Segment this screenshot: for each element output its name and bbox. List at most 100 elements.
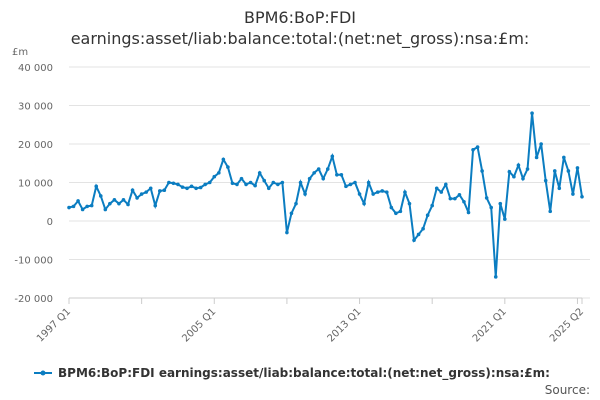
data-point xyxy=(412,238,416,243)
data-point xyxy=(325,167,330,171)
data-point xyxy=(421,226,425,231)
data-point xyxy=(566,169,571,173)
data-point xyxy=(303,192,307,196)
data-point xyxy=(394,211,398,216)
data-point xyxy=(348,182,353,187)
chart-title-line2: earnings:asset/liab:balance:total:(net:n… xyxy=(70,29,530,48)
data-point xyxy=(180,185,185,189)
data-point xyxy=(285,230,289,235)
data-point xyxy=(221,157,226,162)
data-point xyxy=(503,217,507,221)
data-point xyxy=(557,186,562,191)
data-point xyxy=(548,209,553,214)
data-point xyxy=(148,186,153,191)
data-point xyxy=(217,171,221,175)
data-point xyxy=(539,142,543,146)
data-point xyxy=(525,167,530,171)
y-tick-label: 20 000 xyxy=(18,140,53,151)
chart-title-line1: BPM6:BoP:FDI xyxy=(243,8,357,27)
data-point xyxy=(176,182,180,187)
data-point xyxy=(108,201,112,206)
data-point xyxy=(167,180,171,185)
data-point xyxy=(76,199,80,203)
data-point xyxy=(139,192,144,196)
data-point xyxy=(230,181,235,186)
data-point xyxy=(516,163,521,167)
data-point xyxy=(353,180,357,185)
data-point xyxy=(80,207,85,212)
data-point xyxy=(434,186,439,191)
data-point xyxy=(398,209,403,214)
data-point xyxy=(226,165,230,169)
series-line xyxy=(68,113,583,277)
legend-item[interactable]: BPM6:BoP:FDI earnings:asset/liab:balance… xyxy=(34,366,550,380)
data-point xyxy=(534,155,539,160)
data-point xyxy=(312,171,316,175)
data-point xyxy=(189,184,194,189)
data-point xyxy=(471,147,475,152)
data-point xyxy=(321,176,326,181)
data-point xyxy=(575,166,580,170)
data-point xyxy=(67,205,71,210)
y-unit-label: £m xyxy=(12,47,29,58)
data-point xyxy=(339,173,344,177)
data-point xyxy=(552,169,557,173)
data-point xyxy=(212,174,217,179)
data-point xyxy=(330,154,335,159)
data-point xyxy=(362,201,366,206)
data-point xyxy=(126,202,130,207)
data-point xyxy=(280,180,285,185)
data-point xyxy=(262,178,267,183)
data-point xyxy=(157,189,162,193)
data-point xyxy=(248,180,253,185)
data-point xyxy=(498,201,503,206)
data-point xyxy=(380,189,385,193)
data-point xyxy=(357,192,362,196)
data-point xyxy=(235,182,239,187)
data-point xyxy=(198,185,203,190)
data-point xyxy=(207,180,212,185)
data-point xyxy=(335,173,339,177)
y-tick-label: -10 000 xyxy=(14,256,53,267)
data-point xyxy=(203,182,207,187)
x-tick-label: 2005 Q1 xyxy=(180,306,218,344)
data-point xyxy=(271,180,276,185)
data-point xyxy=(475,145,480,149)
data-point xyxy=(153,203,158,208)
data-point xyxy=(194,186,198,191)
data-point xyxy=(89,203,94,208)
data-point xyxy=(130,188,135,192)
data-point xyxy=(71,204,76,209)
data-point xyxy=(171,181,176,186)
data-point xyxy=(294,201,298,206)
y-tick-label: 10 000 xyxy=(18,179,53,190)
data-point xyxy=(457,193,462,197)
data-point xyxy=(366,180,371,185)
data-point xyxy=(439,190,444,194)
data-point xyxy=(543,178,548,183)
data-point xyxy=(521,176,525,181)
data-point xyxy=(462,199,466,204)
x-tick-label: 1997 Q1 xyxy=(35,306,73,344)
data-point xyxy=(276,182,280,187)
data-point xyxy=(507,169,512,174)
data-point xyxy=(453,196,457,201)
data-point xyxy=(266,186,271,191)
data-point xyxy=(375,190,380,194)
data-point xyxy=(121,198,126,202)
data-point xyxy=(185,186,189,191)
data-point xyxy=(530,111,534,115)
y-tick-label: -20 000 xyxy=(14,294,53,305)
x-tick-label: 2025 Q2 xyxy=(548,306,586,344)
data-point xyxy=(298,180,303,185)
data-point xyxy=(512,174,516,179)
data-point xyxy=(94,184,99,189)
data-point xyxy=(489,205,494,210)
data-point xyxy=(571,192,575,196)
data-point xyxy=(103,207,108,212)
data-point xyxy=(289,211,294,216)
data-point xyxy=(112,198,117,202)
data-point xyxy=(384,190,389,194)
